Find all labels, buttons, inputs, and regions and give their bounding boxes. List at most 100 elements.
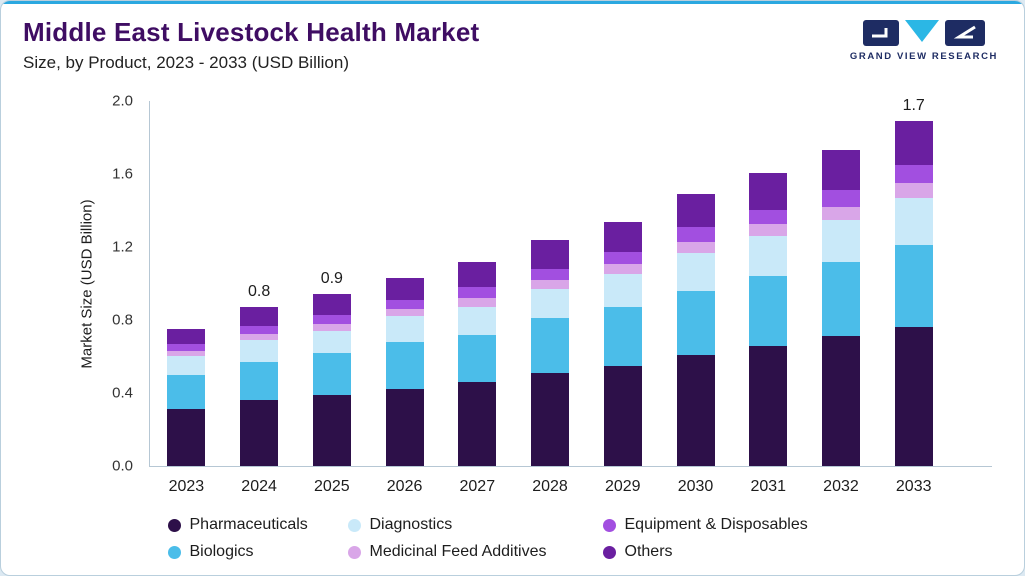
chart-header: Middle East Livestock Health Market Size… (1, 17, 1024, 73)
bar-2033-segment-others (894, 121, 933, 165)
bar-2025-segment-pharmaceuticals (312, 394, 351, 466)
bar-2031-segment-equipment-disposables (749, 209, 788, 225)
legend-dot-others (602, 545, 616, 559)
bar-group-2028: 2028 (514, 101, 587, 495)
bar-2033-segment-diagnostics (894, 197, 933, 246)
x-tick-2029: 2029 (604, 478, 641, 495)
legend-dot-biologics (167, 545, 181, 559)
bar-2030-segment-medicinal-feed-additives (676, 241, 715, 253)
legend-label-others: Others (624, 543, 673, 560)
bar-stack-2031 (749, 173, 788, 466)
bar-2032-segment-medicinal-feed-additives (821, 206, 860, 220)
bar-2023-segment-others (167, 329, 206, 344)
grandview-logo-icon (862, 20, 985, 46)
x-tick-2031: 2031 (750, 478, 787, 495)
bar-2026-segment-diagnostics (385, 316, 424, 342)
bar-stack-2025 (312, 294, 351, 466)
legend-dot-pharmaceuticals (167, 518, 181, 532)
bar-stack-2026 (385, 278, 424, 466)
bar-2028-segment-medicinal-feed-additives (531, 279, 570, 289)
x-tick-2024: 2024 (241, 478, 277, 495)
top-accent-bar (1, 1, 1024, 4)
bar-group-2026: 2026 (368, 101, 441, 495)
bar-2029-segment-biologics (603, 307, 642, 366)
bar-2024-segment-equipment-disposables (240, 325, 279, 334)
bar-2024-segment-medicinal-feed-additives (240, 333, 279, 341)
y-axis-ticks: 0.0 0.4 0.8 1.2 1.6 2.0 (97, 93, 143, 475)
bar-2025-segment-equipment-disposables (312, 314, 351, 324)
legend-item-equipment-disposables: Equipment & Disposables (602, 516, 858, 534)
y-tick-1.6: 1.6 (112, 165, 133, 183)
bar-value-label-2024: 0.8 (247, 283, 271, 301)
bar-2031-segment-others (749, 173, 788, 210)
bar-stack-2032 (821, 150, 860, 466)
x-tick-2028: 2028 (532, 478, 568, 495)
title-block: Middle East Livestock Health Market Size… (23, 17, 479, 73)
bar-2026-segment-pharmaceuticals (385, 389, 424, 466)
bar-2023-segment-pharmaceuticals (167, 409, 206, 466)
legend-dot-medicinal-feed-additives (347, 545, 361, 559)
x-tick-2033: 2033 (895, 478, 932, 495)
bar-2023-segment-equipment-disposables (167, 343, 206, 351)
bar-value-label-2033: 1.7 (902, 97, 925, 115)
bar-2025-segment-others (312, 294, 351, 315)
bar-2024-segment-diagnostics (240, 340, 279, 363)
legend: Pharmaceuticals Diagnostics Equipment & Di… (1, 516, 1024, 561)
y-tick-1.2: 1.2 (112, 238, 133, 256)
bar-stack-2030 (676, 194, 715, 466)
bar-2028-segment-diagnostics (531, 288, 570, 319)
bar-2030-segment-others (676, 194, 715, 228)
legend-label-medicinal-feed-additives: Medicinal Feed Additives (369, 543, 547, 560)
y-axis-title: Market Size (USD Billion) (78, 199, 96, 369)
bar-2026-segment-others (385, 278, 424, 300)
bar-stack-2027 (458, 261, 497, 466)
y-tick-2.0: 2.0 (112, 92, 133, 110)
bar-2029-segment-diagnostics (603, 274, 642, 308)
grandview-logo: GRAND VIEW RESEARCH (850, 19, 998, 62)
bar-2030-segment-diagnostics (676, 252, 715, 291)
bar-2031-segment-diagnostics (749, 236, 788, 277)
bar-2027-segment-biologics (458, 334, 497, 382)
bar-stack-2024 (240, 307, 279, 466)
bar-group-2029: 2029 (586, 101, 659, 495)
legend-item-others: Others (602, 543, 858, 561)
legend-dot-diagnostics (347, 518, 361, 532)
y-tick-0.0: 0.0 (112, 457, 133, 475)
legend-label-equipment-disposables: Equipment & Disposables (624, 516, 808, 533)
bar-stack-2023 (167, 329, 206, 466)
bar-2023-segment-medicinal-feed-additives (167, 350, 206, 357)
x-tick-2026: 2026 (386, 478, 423, 495)
x-tick-2027: 2027 (459, 478, 496, 495)
bar-2027-segment-equipment-disposables (458, 287, 497, 299)
plot-area: 2023 0.8 2024 0.9 2025 2026 2027 2028 2029 2030 20… (149, 97, 992, 495)
bar-2030-segment-pharmaceuticals (676, 354, 715, 466)
bar-2026-segment-medicinal-feed-additives (385, 309, 424, 317)
legend-label-biologics: Biologics (189, 543, 254, 560)
y-tick-0.4: 0.4 (112, 384, 133, 402)
bar-2032-segment-pharmaceuticals (821, 336, 860, 466)
bar-2028-segment-others (531, 239, 570, 269)
legend-dot-equipment-disposables (602, 518, 616, 532)
x-tick-2025: 2025 (314, 478, 350, 495)
bar-2029-segment-others (603, 222, 642, 252)
bar-2023-segment-biologics (167, 374, 206, 410)
bar-stack-2029 (603, 222, 642, 466)
bar-2032-segment-biologics (821, 261, 860, 337)
bar-2028-segment-biologics (531, 318, 570, 373)
bar-2027-segment-diagnostics (458, 307, 497, 335)
bar-group-2024: 0.8 2024 (223, 101, 296, 495)
legend-item-pharmaceuticals: Pharmaceuticals (167, 516, 348, 534)
bar-group-2033: 1.7 2033 (877, 97, 950, 495)
legend-item-biologics: Biologics (167, 543, 348, 561)
bar-2030-segment-biologics (676, 290, 715, 355)
bar-2032-segment-others (821, 150, 860, 191)
bar-2026-segment-equipment-disposables (385, 299, 424, 310)
bar-2027-segment-others (458, 261, 497, 288)
bar-group-2027: 2027 (441, 101, 514, 495)
bar-2025-segment-diagnostics (312, 330, 351, 353)
bar-2024-segment-pharmaceuticals (240, 400, 279, 466)
bar-2032-segment-equipment-disposables (821, 190, 860, 207)
bar-2026-segment-biologics (385, 341, 424, 390)
page-title: Middle East Livestock Health Market (23, 17, 480, 47)
bar-2032-segment-diagnostics (821, 219, 860, 262)
